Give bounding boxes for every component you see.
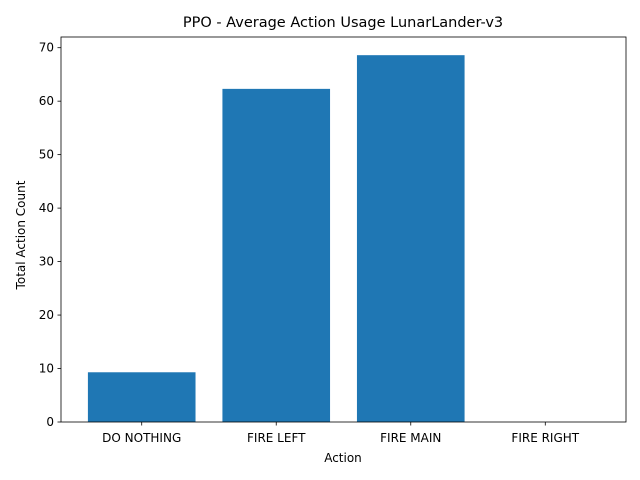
x-tick-label: FIRE MAIN xyxy=(380,431,441,445)
y-tick-label: 0 xyxy=(46,415,54,429)
y-tick-label: 50 xyxy=(39,148,54,162)
y-tick-label: 10 xyxy=(39,362,54,376)
bar xyxy=(356,55,465,423)
chart-title: PPO - Average Action Usage LunarLander-v… xyxy=(183,15,503,31)
y-tick-label: 40 xyxy=(39,201,54,215)
x-tick-label: DO NOTHING xyxy=(102,431,181,445)
x-tick-label: FIRE LEFT xyxy=(247,431,306,445)
bar xyxy=(222,88,331,423)
y-tick-label: 20 xyxy=(39,308,54,322)
plot-area: 0 10 20 30 40 50 60 70 DO NOTHING FIRE LEFT FIRE M… xyxy=(39,36,627,445)
y-axis-label: Total Action Count xyxy=(14,180,28,290)
bar xyxy=(87,372,196,422)
x-tick-label: FIRE RIGHT xyxy=(511,431,579,445)
axes-frame xyxy=(60,36,627,423)
y-tick-label: 30 xyxy=(39,255,54,269)
x-axis-label: Action xyxy=(324,451,362,465)
y-tick-label: 70 xyxy=(39,41,54,55)
y-tick-label: 60 xyxy=(39,94,54,108)
